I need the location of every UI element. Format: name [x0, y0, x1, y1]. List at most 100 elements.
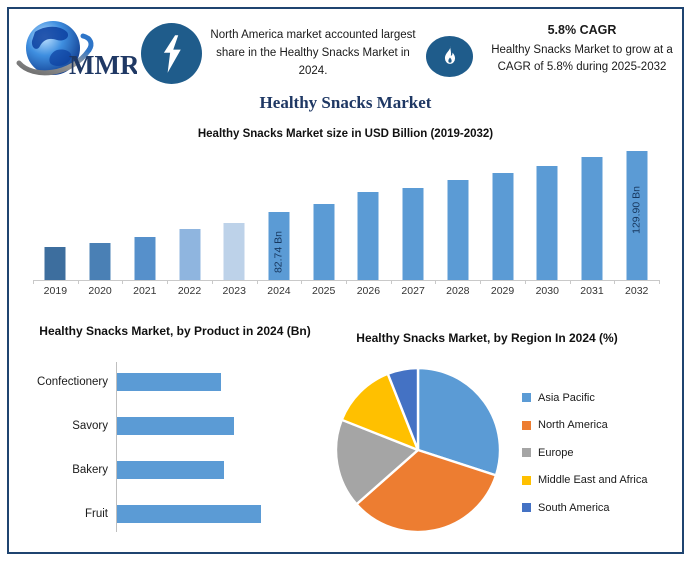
x-axis-tick [390, 280, 392, 284]
x-axis-tick [167, 280, 169, 284]
x-axis-tick [524, 280, 526, 284]
bar-2019 [44, 247, 66, 280]
product-row-confectionery: Confectionery [12, 360, 330, 404]
x-axis-label-2025: 2025 [311, 285, 336, 297]
bar-column-2029 [480, 148, 525, 280]
legend-item-middle-east-and-africa: Middle East and Africa [522, 467, 647, 495]
bar-2031 [581, 157, 603, 280]
bar-column-2028 [435, 148, 480, 280]
bar-2020 [89, 243, 111, 280]
legend-item-north-america: North America [522, 412, 647, 440]
product-bar-track [117, 505, 330, 523]
x-axis-tick [122, 280, 124, 284]
bar-column-2025 [301, 148, 346, 280]
legend-marker-icon [522, 475, 531, 485]
x-axis-tick [346, 280, 347, 284]
timeseries-chart-title: Healthy Snacks Market size in USD Billio… [197, 128, 494, 140]
legend-item-south-america: South America [522, 494, 647, 522]
header-highlight-text: North America market accounted largest s… [210, 29, 416, 77]
bar-2021 [134, 237, 156, 280]
bar-2022 [179, 229, 201, 280]
x-axis-tick [301, 280, 303, 284]
x-axis-label-2031: 2031 [580, 285, 604, 297]
product-bar-fruit [117, 505, 261, 523]
globe-orbit-logo-icon: MMR [16, 21, 140, 80]
legend-label: Middle East and Africa [538, 474, 648, 487]
bar-column-2022 [167, 148, 212, 280]
product-chart-plot: Confectionery Savory Bakery Fruit [12, 360, 330, 536]
product-chart-title: Healthy Snacks Market, by Product in 202… [39, 324, 311, 338]
product-row-fruit: Fruit [12, 492, 330, 536]
product-bar-savory [117, 417, 234, 435]
product-bar-bakery [117, 461, 224, 479]
x-axis-label-2030: 2030 [535, 285, 559, 297]
product-bar-confectionery [117, 373, 221, 391]
legend-label: Asia Pacific [538, 391, 595, 404]
bar-column-2024: 82.74 Bn [257, 148, 302, 280]
bar-2025 [313, 204, 335, 280]
bar-column-2032: 129.90 Bn [614, 148, 659, 280]
x-axis-tick [480, 280, 482, 284]
cagr-block: 5.8% CAGR Healthy Snacks Market to grow … [481, 23, 683, 75]
x-axis-label-2028: 2028 [446, 285, 470, 297]
legend-item-europe: Europe [522, 439, 647, 467]
flame-icon [426, 36, 473, 77]
bar-column-2023 [212, 148, 257, 280]
y-axis-line [116, 362, 117, 532]
bar-column-2026 [346, 148, 391, 280]
product-label: Savory [72, 420, 108, 432]
legend-marker-icon [522, 448, 531, 458]
mmr-logo: MMR [13, 16, 140, 86]
x-axis-label-2022: 2022 [177, 285, 202, 297]
legend-item-asia-pacific: Asia Pacific [522, 384, 647, 412]
page-title: Healthy Snacks Market [259, 93, 432, 112]
bar-column-2031 [570, 148, 615, 280]
legend-marker-icon [522, 503, 531, 513]
pie-slice-europe [334, 418, 420, 506]
bar-2028 [447, 180, 469, 280]
product-label: Confectionery [37, 376, 108, 388]
pie-legend: Asia Pacific North America Europe Middle Ea… [522, 384, 647, 522]
bar-data-label-2024: 82.74 Bn [272, 230, 285, 273]
bar-2024: 82.74 Bn [268, 212, 290, 280]
timeseries-plot-area: 82.74 Bn 129.90 Bn [33, 148, 659, 280]
x-axis-label-2023: 2023 [222, 285, 246, 297]
x-axis-labels: 2019 2020 2021 2022 2023 2024 2025 2026 2027 2028… [33, 285, 659, 297]
product-label: Fruit [85, 508, 108, 520]
x-axis-label-2020: 2020 [88, 285, 112, 297]
x-axis-tick [659, 280, 660, 284]
product-label: Bakery [72, 464, 108, 476]
x-axis-line [33, 280, 660, 284]
pie-slice-asia-pacific [416, 366, 502, 477]
legend-marker-icon [522, 393, 531, 403]
product-row-savory: Savory [12, 404, 330, 448]
page-border [7, 7, 684, 554]
region-chart-title: Healthy Snacks Market, by Region In 2024… [356, 331, 618, 345]
x-axis-label-2021: 2021 [133, 285, 157, 297]
x-axis-tick [211, 280, 213, 284]
product-bar-track [117, 417, 330, 435]
bar-2030 [536, 166, 558, 280]
bar-data-label-2032: 129.90 Bn [630, 186, 643, 234]
legend-label: North America [538, 419, 608, 432]
cagr-title: 5.8% CAGR [547, 23, 617, 37]
x-axis-tick [77, 280, 79, 284]
pie-slice-south-america [386, 366, 420, 452]
lightning-bolt-icon [141, 23, 202, 84]
product-row-bakery: Bakery [12, 448, 330, 492]
bar-2029 [492, 173, 514, 280]
bar-column-2019 [33, 148, 78, 280]
product-bar-track [117, 373, 330, 391]
x-axis-tick [569, 280, 571, 284]
bar-2027 [402, 188, 424, 280]
legend-label: South America [538, 501, 610, 514]
legend-marker-icon [522, 420, 531, 430]
timeseries-bars: 82.74 Bn 129.90 Bn [33, 148, 659, 280]
bar-column-2021 [122, 148, 167, 280]
bar-2023 [223, 223, 245, 280]
legend-label: Europe [538, 446, 574, 459]
x-axis-label-2024: 2024 [267, 285, 291, 297]
logo-text: MMR [69, 50, 137, 80]
bar-column-2020 [78, 148, 123, 280]
